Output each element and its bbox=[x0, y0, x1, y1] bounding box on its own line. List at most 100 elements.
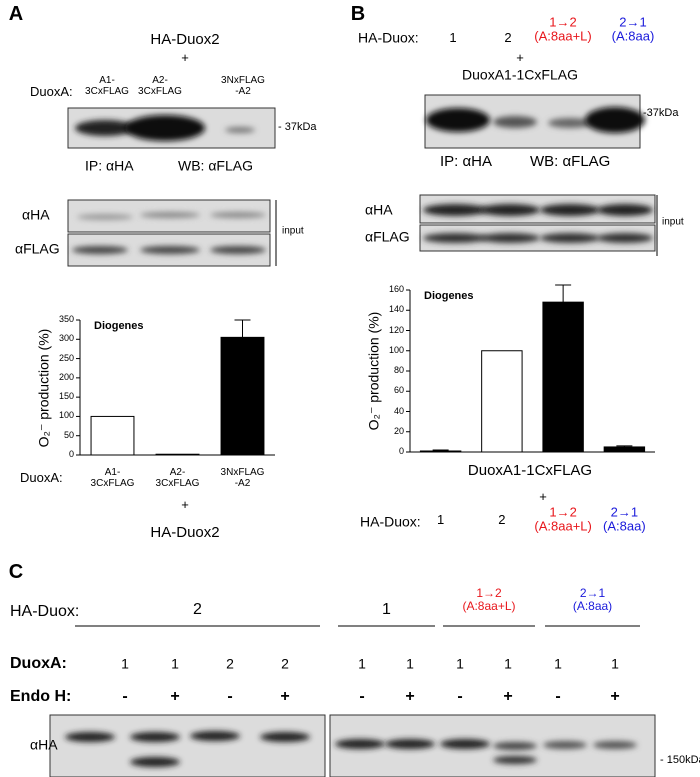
blot-band bbox=[260, 732, 310, 742]
construct: HA-Duox2 bbox=[150, 523, 220, 541]
marker: - 150kDa bbox=[660, 753, 700, 766]
marker: - 37kDa bbox=[278, 120, 317, 133]
bar bbox=[603, 446, 646, 453]
lane-label: + bbox=[170, 688, 180, 706]
lane-label: + bbox=[610, 688, 620, 706]
y-axis-label: O₂⁻ production (%) bbox=[35, 328, 52, 447]
blot-band bbox=[540, 233, 600, 243]
input-label: input bbox=[662, 216, 684, 228]
x-tick-label: A2- 3CxFLAG bbox=[155, 467, 200, 489]
lane-label: + bbox=[503, 688, 513, 706]
x-axis-label: DuoxA: bbox=[20, 469, 63, 485]
row-label: HA-Duox: bbox=[10, 603, 80, 621]
marker: -37kDa bbox=[643, 106, 679, 119]
bar bbox=[220, 336, 265, 456]
y-tick-label: 200 bbox=[58, 371, 74, 382]
lane-label: A1- 3CxFLAG bbox=[85, 75, 129, 97]
row-label: HA-Duox: bbox=[358, 29, 419, 46]
y-tick-label: 80 bbox=[393, 365, 404, 376]
blot-band bbox=[597, 204, 653, 216]
lane-label: - bbox=[555, 688, 561, 706]
blot-band bbox=[225, 127, 255, 133]
blot-band bbox=[130, 732, 180, 742]
panel-letter: A bbox=[8, 3, 24, 25]
plus: + bbox=[539, 488, 547, 504]
blot-band bbox=[440, 739, 490, 749]
y-tick-label: 0 bbox=[68, 449, 74, 460]
construct: DuoxA1-1CxFLAG bbox=[467, 461, 593, 479]
blot-band bbox=[480, 204, 540, 216]
bar bbox=[90, 415, 135, 456]
plus: + bbox=[516, 49, 524, 65]
y-tick-label: 160 bbox=[388, 284, 404, 295]
group-label: 2→1 (A:8aa) bbox=[572, 585, 613, 613]
group-label: 2 bbox=[193, 601, 202, 619]
bar bbox=[481, 350, 523, 453]
lane-label: - bbox=[359, 688, 365, 706]
y-tick-label: 100 bbox=[388, 344, 404, 355]
y-tick-label: 60 bbox=[393, 385, 404, 396]
blot-band bbox=[125, 115, 205, 141]
lane-label: + bbox=[280, 688, 290, 706]
row-label: αFLAG bbox=[365, 228, 410, 245]
blot-band bbox=[72, 246, 128, 254]
blot-band bbox=[190, 731, 240, 741]
x-tick-label: 3NxFLAG -A2 bbox=[220, 467, 265, 489]
lane-label: 2 bbox=[504, 29, 512, 45]
wb-label: WB: αFLAG bbox=[530, 152, 611, 170]
lane-label: 2 bbox=[226, 655, 234, 672]
lane-label: 2 bbox=[281, 655, 289, 672]
ip-label: IP: αHA bbox=[85, 157, 134, 174]
row-label: DuoxA: bbox=[10, 655, 67, 673]
lane-label: A2- 3CxFLAG bbox=[138, 75, 182, 97]
row-label: Endo H: bbox=[10, 688, 72, 706]
blot-band bbox=[493, 742, 537, 750]
blot-band bbox=[77, 214, 133, 220]
y-tick-label: 350 bbox=[58, 314, 74, 325]
row-label: αFLAG bbox=[15, 240, 60, 257]
lane-label: + bbox=[405, 688, 415, 706]
x-tick-label: 2→1 (A:8aa) bbox=[603, 504, 646, 534]
blot-band bbox=[493, 116, 537, 128]
lane-label: 1 bbox=[554, 655, 562, 672]
lane-label: 1 bbox=[121, 655, 129, 672]
blot bbox=[49, 714, 326, 777]
lane-label: 2→1 (A:8aa) bbox=[611, 14, 655, 44]
lane-label: - bbox=[227, 688, 233, 706]
bar bbox=[155, 453, 200, 456]
y-tick-label: 140 bbox=[388, 304, 404, 315]
lane-label: 1→2 (A:8aa+L) bbox=[534, 14, 592, 44]
y-axis-label: O₂⁻ production (%) bbox=[365, 311, 382, 431]
x-tick-label: 1→2 (A:8aa+L) bbox=[534, 504, 592, 534]
lane-label: 1 bbox=[358, 655, 366, 672]
blot-band bbox=[423, 204, 487, 216]
lane-label: - bbox=[122, 688, 128, 706]
row-label: αHA bbox=[365, 201, 393, 218]
blot-band bbox=[480, 233, 540, 243]
group-label: 1 bbox=[382, 601, 391, 619]
blot-band bbox=[540, 204, 600, 216]
construct: DuoxA1-1CxFLAG bbox=[462, 66, 578, 83]
y-tick-label: 250 bbox=[58, 352, 74, 363]
lane-label: - bbox=[457, 688, 463, 706]
construct: HA-Duox2 bbox=[150, 30, 220, 48]
lane-label: 1 bbox=[611, 655, 619, 672]
blot-band bbox=[210, 212, 266, 218]
lane-label: 1 bbox=[171, 655, 179, 672]
x-tick-label: A1- 3CxFLAG bbox=[90, 467, 135, 489]
ip-label: IP: αHA bbox=[440, 152, 493, 170]
blot-band bbox=[548, 118, 592, 128]
x-tick-label: 2 bbox=[498, 511, 506, 527]
y-tick-label: 120 bbox=[388, 324, 404, 335]
plus: + bbox=[181, 496, 189, 512]
lane-label: 3NxFLAG -A2 bbox=[221, 75, 265, 97]
row-label: αHA bbox=[22, 206, 50, 223]
group-label: 1→2 (A:8aa+L) bbox=[462, 585, 516, 613]
blot-band bbox=[593, 741, 637, 749]
blot-band bbox=[335, 739, 385, 749]
x-axis-label: HA-Duox: bbox=[360, 513, 421, 530]
blot-band bbox=[140, 246, 200, 254]
bar bbox=[542, 301, 584, 453]
blot-band bbox=[65, 732, 115, 742]
